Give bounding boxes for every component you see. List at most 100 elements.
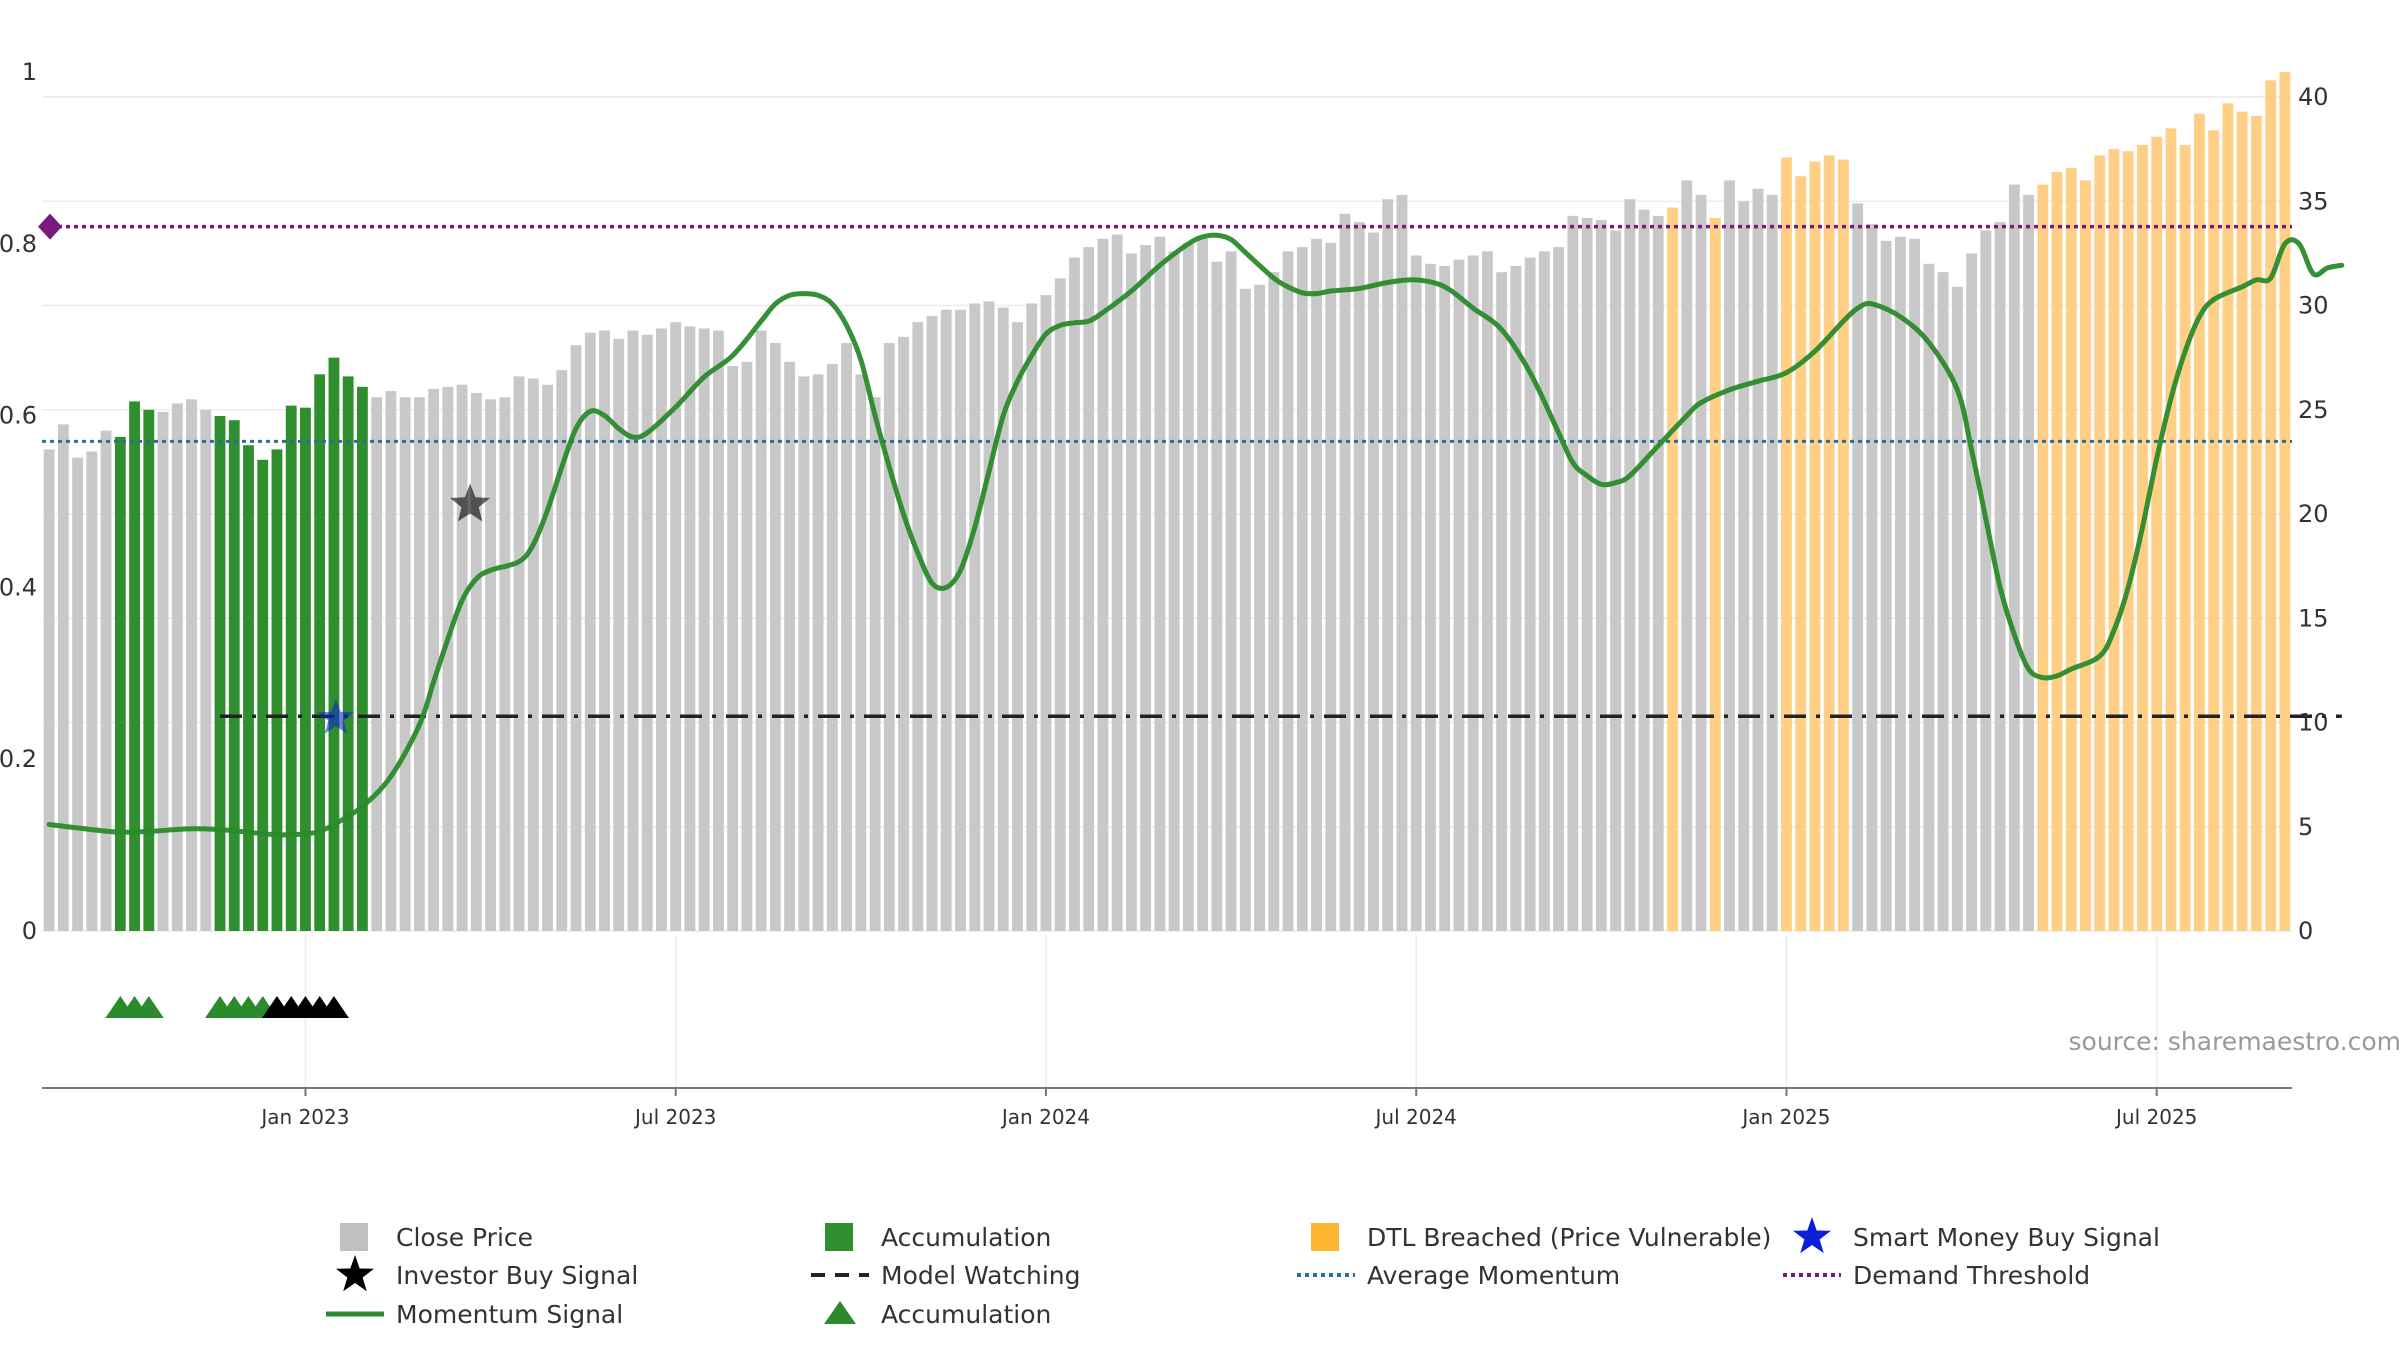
close-price-bar bbox=[1482, 251, 1493, 931]
close-price-bar bbox=[1140, 245, 1152, 931]
x-tick-label: Jan 2025 bbox=[1740, 1105, 1830, 1129]
legend-item: DTL Breached (Price Vulnerable) bbox=[1311, 1223, 1771, 1252]
close-price-bar bbox=[698, 328, 710, 931]
legend-item: Average Momentum bbox=[1297, 1261, 1620, 1290]
close-price-bar bbox=[755, 330, 767, 932]
legend-item: Model Watching bbox=[811, 1261, 1081, 1290]
close-price-bar bbox=[1538, 251, 1550, 931]
close-price-bar bbox=[1296, 247, 1308, 931]
close-price-bar bbox=[413, 397, 425, 931]
left-tick-label: 0.2 bbox=[0, 745, 37, 773]
close-price-bar bbox=[1880, 240, 1892, 931]
accumulation-bar bbox=[342, 376, 354, 931]
dtl-breached-bar bbox=[2051, 172, 2063, 932]
close-price-bar bbox=[769, 343, 781, 931]
close-price-bar bbox=[1909, 238, 1921, 931]
close-price-bar bbox=[727, 365, 739, 931]
legend-label: Investor Buy Signal bbox=[396, 1261, 638, 1290]
close-price-bar bbox=[869, 397, 881, 931]
close-price-bar bbox=[1766, 195, 1778, 931]
close-price-bar bbox=[883, 343, 895, 931]
close-price-bar bbox=[1695, 195, 1707, 931]
close-price-bar bbox=[1496, 272, 1508, 931]
left-tick-label: 0.8 bbox=[0, 230, 37, 258]
left-tick-label: 0.6 bbox=[0, 402, 37, 430]
momentum-line bbox=[46, 232, 2345, 838]
close-price-bar bbox=[1524, 257, 1536, 931]
accumulation-bar bbox=[228, 420, 240, 931]
close-price-bar bbox=[1097, 238, 1109, 931]
dtl-breached-bar bbox=[2065, 167, 2077, 931]
legend-swatch bbox=[825, 1223, 853, 1251]
accumulation-bar bbox=[129, 401, 140, 931]
close-price-bar bbox=[1069, 257, 1080, 931]
close-price-bar bbox=[399, 397, 411, 931]
legend: Close Price Investor Buy Signal Momentum S… bbox=[326, 1217, 2160, 1329]
close-price-bar bbox=[1752, 188, 1764, 932]
right-tick-label: 15 bbox=[2298, 604, 2329, 632]
close-price-bar bbox=[656, 328, 667, 931]
left-tick-label: 0.4 bbox=[0, 573, 37, 601]
dtl-breached-bar bbox=[2080, 180, 2091, 931]
close-price-bar bbox=[1311, 238, 1322, 931]
close-price-bar bbox=[1624, 199, 1636, 932]
close-price-bar bbox=[784, 361, 796, 932]
close-price-bar bbox=[1966, 253, 1977, 932]
legend-star-icon bbox=[336, 1255, 374, 1292]
legend-swatch bbox=[340, 1223, 368, 1251]
x-tick-label: Jul 2023 bbox=[633, 1105, 716, 1129]
close-price-bar bbox=[171, 403, 183, 931]
legend-label: Accumulation bbox=[881, 1223, 1051, 1252]
accumulation-bar bbox=[143, 409, 155, 931]
smart-money-buy-star bbox=[317, 699, 354, 734]
left-tick-label: 0 bbox=[22, 917, 37, 945]
close-price-bar bbox=[499, 397, 511, 931]
right-tick-label: 40 bbox=[2298, 83, 2329, 111]
legend-item: Investor Buy Signal bbox=[336, 1255, 638, 1292]
close-price-bar bbox=[912, 322, 924, 931]
close-price-bar bbox=[641, 334, 653, 932]
close-price-bar bbox=[1353, 222, 1365, 931]
close-price-bar bbox=[1567, 215, 1579, 932]
close-price-bar bbox=[385, 390, 397, 931]
close-price-bar bbox=[1652, 215, 1664, 932]
close-price-bar bbox=[1268, 272, 1280, 931]
close-price-bar bbox=[812, 374, 824, 931]
accumulation-bar bbox=[300, 407, 311, 931]
right-tick-label: 20 bbox=[2298, 500, 2329, 528]
close-price-bar bbox=[1681, 180, 1693, 931]
close-price-bar bbox=[741, 361, 753, 932]
legend-label: Demand Threshold bbox=[1853, 1261, 2090, 1290]
legend-item: Demand Threshold bbox=[1783, 1261, 2090, 1290]
close-price-bar bbox=[57, 424, 69, 931]
close-price-bar bbox=[1282, 251, 1294, 931]
legend-label: Momentum Signal bbox=[396, 1300, 623, 1329]
dtl-breached-bar bbox=[1781, 157, 1792, 931]
close-price-bar bbox=[1125, 253, 1137, 932]
close-price-bar bbox=[627, 330, 639, 932]
legend-label: Accumulation bbox=[881, 1300, 1051, 1329]
close-price-bar bbox=[955, 309, 966, 932]
close-price-bar bbox=[1254, 284, 1265, 931]
close-price-bar bbox=[1852, 203, 1864, 932]
close-price-bar bbox=[826, 363, 838, 932]
close-price-bar bbox=[613, 338, 625, 931]
close-price-bar bbox=[456, 384, 468, 932]
close-price-bar bbox=[841, 343, 852, 931]
accumulation-bar bbox=[114, 436, 126, 931]
dtl-breached-bar bbox=[2179, 144, 2191, 932]
accumulation-triangle bbox=[133, 996, 164, 1018]
close-price-bar bbox=[670, 322, 682, 931]
reference-lines bbox=[38, 213, 2342, 718]
close-price-bar bbox=[1581, 217, 1593, 932]
dtl-breached-bar bbox=[2208, 130, 2220, 931]
close-price-bar bbox=[1510, 265, 1522, 931]
close-price-bar bbox=[1724, 180, 1735, 931]
accumulation-bar bbox=[214, 416, 226, 932]
close-price-bar bbox=[926, 315, 938, 931]
close-price-bar bbox=[940, 309, 952, 932]
close-price-bar bbox=[684, 326, 696, 931]
close-price-bar bbox=[599, 330, 610, 932]
momentum-signal bbox=[46, 232, 2345, 838]
